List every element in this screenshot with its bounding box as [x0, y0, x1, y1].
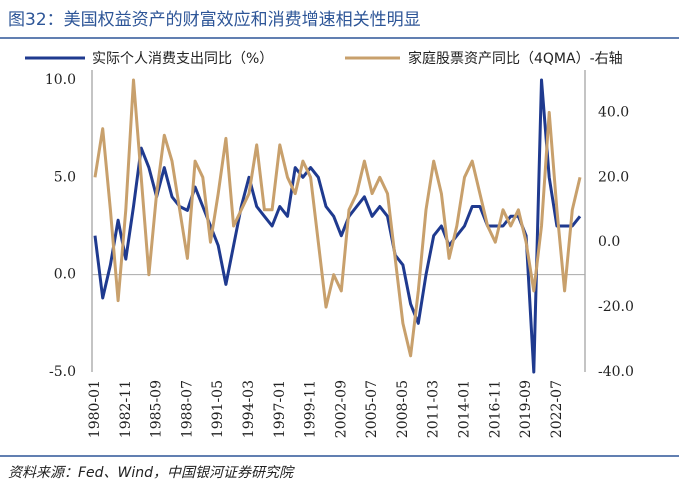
- x-tick-label: 1980-01: [87, 380, 103, 438]
- x-tick-label: 2011-03: [426, 380, 442, 438]
- x-tick-label: 2005-07: [364, 380, 380, 438]
- y-tick-label: 5.0: [54, 169, 76, 185]
- x-tick-label: 2019-09: [518, 380, 534, 438]
- x-tick-label: 1982-11: [118, 380, 134, 438]
- y-tick-label: 10.0: [45, 72, 76, 88]
- x-tick-label: 2016-11: [487, 380, 503, 438]
- y2-tick-label: 40.0: [598, 104, 629, 120]
- x-tick-label: 1994-03: [241, 380, 257, 438]
- x-tick-label: 1985-09: [149, 380, 165, 438]
- x-tick-label: 2014-01: [457, 380, 473, 438]
- legend-label: 家庭股票资产同比（4QMA）-右轴: [408, 50, 623, 67]
- x-tick-label: 1988-07: [179, 380, 195, 438]
- chart-title: 图32：美国权益资产的财富效应和消费增速相关性明显: [8, 10, 421, 30]
- y2-tick-label: -40.0: [598, 364, 634, 380]
- x-tick-label: 1997-01: [272, 380, 288, 438]
- y2-tick-label: 0.0: [598, 234, 620, 250]
- series-line: [93, 78, 582, 358]
- y-tick-label: -5.0: [49, 364, 76, 380]
- legend-label: 实际个人消费支出同比（%）: [92, 51, 273, 67]
- x-tick-label: 2022-07: [549, 380, 565, 438]
- source: 资料来源：Fed、Wind，中国银河证券研究院: [8, 465, 295, 481]
- series-line: [93, 78, 582, 374]
- x-tick-label: 2002-09: [333, 380, 349, 438]
- y2-tick-label: 20.0: [598, 169, 629, 185]
- y2-tick-label: -20.0: [598, 299, 634, 315]
- x-tick-label: 1999-11: [303, 380, 319, 438]
- x-tick-label: 1991-05: [210, 380, 226, 438]
- x-tick-label: 2008-05: [395, 380, 411, 438]
- y-tick-label: 0.0: [54, 267, 76, 283]
